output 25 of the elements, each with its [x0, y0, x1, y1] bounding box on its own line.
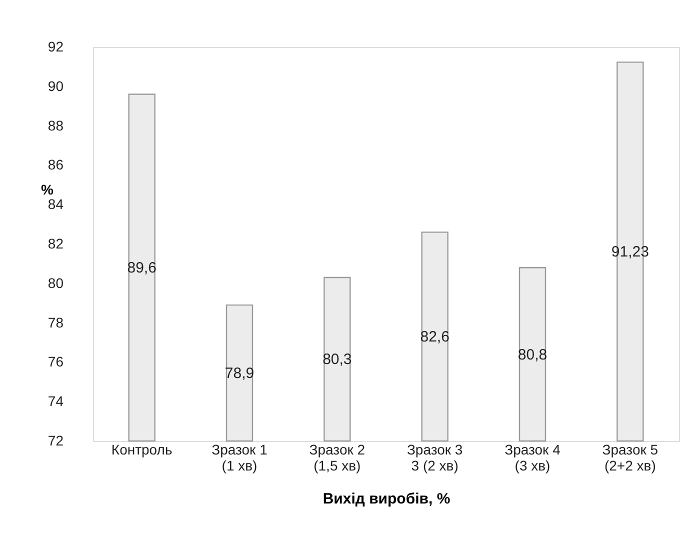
y-tick-label: 76: [48, 354, 64, 370]
y-tick-label: 72: [48, 432, 64, 448]
y-tick-label: 88: [48, 117, 64, 134]
y-tick-label: 78: [48, 314, 64, 330]
y-tick-label: 74: [48, 393, 64, 410]
x-axis-title: Вихід виробів, %: [322, 490, 450, 508]
x-tick-label: Зразок 5 (2+2 хв): [602, 442, 658, 474]
y-tick-label: 92: [48, 38, 64, 54]
x-tick-label: Контроль: [111, 442, 172, 458]
x-tick-label: Зразок 4 (3 хв): [504, 442, 561, 474]
data-label: 82,6: [420, 328, 450, 346]
x-tick-label: Зразок 2 (1,5 хв): [309, 442, 366, 474]
data-label: 91,23: [611, 244, 649, 261]
data-label: 78,9: [224, 365, 254, 382]
data-label: 89,6: [127, 260, 156, 277]
y-tick-label: 86: [48, 156, 64, 173]
y-tick-label: 90: [48, 78, 64, 94]
y-tick-label: 82: [48, 236, 64, 252]
y-tick-label: 80: [48, 274, 64, 291]
data-label: 80,3: [322, 351, 352, 368]
y-axis-title: %: [41, 182, 54, 198]
y-tick-label: 84: [48, 196, 64, 212]
x-tick-label: Зразок 3 3 (2 хв): [406, 442, 463, 474]
data-label: 80,8: [518, 346, 548, 364]
x-tick-label: Зразок 1 (1 хв): [212, 442, 268, 474]
